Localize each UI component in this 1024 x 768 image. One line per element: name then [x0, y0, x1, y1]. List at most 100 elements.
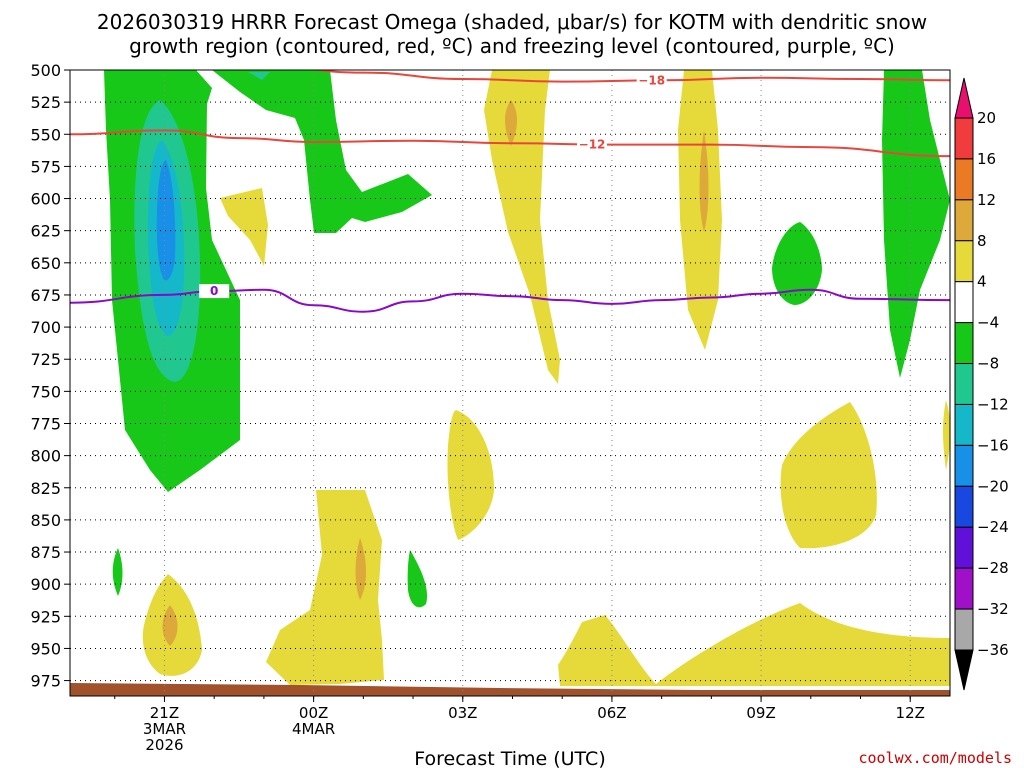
y-tick-label: 825	[30, 479, 61, 498]
omega-shading	[104, 70, 950, 686]
omega-region-yellow-08z	[678, 70, 722, 350]
omega-region-yellow-03z-low	[447, 410, 494, 540]
contour-label: −12	[579, 137, 606, 151]
y-tick-label: 975	[30, 672, 61, 691]
credit-text: coolwx.com/models	[858, 749, 1012, 767]
contour-line	[310, 70, 950, 83]
x-tick-label: 09Z	[746, 704, 775, 722]
colorbar-segment	[954, 485, 974, 528]
colorbar-label: −16	[977, 436, 1009, 454]
x-tick-label: 12Z	[896, 704, 925, 722]
omega-region-orange-04z	[504, 100, 518, 146]
x-tick-label: 06Z	[597, 704, 626, 722]
y-tick-label: 600	[30, 190, 61, 209]
colorbar-label: −24	[977, 518, 1009, 536]
omega-region-yellow-10z-low	[780, 402, 877, 549]
colorbar-label: 12	[977, 191, 996, 209]
colorbar-segment	[954, 322, 974, 365]
contour-labels: −18 −12 0	[199, 73, 667, 299]
omega-region-yellow-04z	[484, 70, 560, 384]
temperature-contours	[70, 70, 950, 313]
colorbar-label: −32	[977, 600, 1009, 618]
y-tick-label: 775	[30, 414, 61, 433]
y-tick-label: 800	[30, 447, 61, 466]
omega-region-yellow-1230z	[943, 400, 950, 470]
y-tick-label: 700	[30, 318, 61, 337]
x-axis-label: Forecast Time (UTC)	[414, 748, 605, 768]
omega-region-green-12z	[882, 70, 950, 378]
colorbar-label: 8	[977, 232, 987, 250]
contour-label: 0	[210, 284, 218, 298]
omega-region-blue-21z	[156, 160, 176, 281]
y-tick-label: 950	[30, 639, 61, 658]
omega-region-orange-08z	[699, 130, 709, 232]
plot-frame	[69, 69, 951, 697]
colorbar-segment	[954, 199, 974, 242]
colorbar-top-arrow	[954, 77, 974, 119]
colorbar-label: 20	[977, 109, 996, 127]
colorbar-label: −28	[977, 559, 1009, 577]
colorbar-label: −4	[977, 314, 999, 332]
contour-label-bg	[636, 73, 667, 88]
y-tick-label: 750	[30, 382, 61, 401]
x-tick-label: 4MAR	[292, 720, 335, 738]
ground-surface	[70, 683, 950, 696]
contour-label: −18	[638, 73, 665, 87]
plot-area: −18 −12 0	[69, 69, 951, 697]
colorbar-label: −36	[977, 641, 1009, 659]
chart-title-line-1: 2026030319 HRRR Forecast Omega (shaded, …	[97, 10, 927, 34]
y-tick-label: 675	[30, 286, 61, 305]
x-tick-label: 03Z	[448, 704, 477, 722]
colorbar-segment	[954, 281, 974, 324]
colorbar-segment	[954, 608, 974, 651]
colorbar-segment	[954, 526, 974, 569]
colorbar-label: 16	[977, 150, 996, 168]
x-tick-label: 00Z	[299, 704, 328, 722]
colorbar-segment	[954, 240, 974, 283]
omega-region-orange-21z-low	[162, 605, 178, 646]
y-tick-label: 625	[30, 222, 61, 241]
omega-region-green-small-b	[407, 550, 428, 608]
colorbar-label: 4	[977, 273, 987, 291]
contour-line	[70, 288, 950, 313]
colorbar: 20 16 12 8 4 −4 −8 −12 −16 −20 −24 −28 −32 −36	[954, 77, 1009, 691]
colorbar-segment	[954, 403, 974, 446]
y-tick-label: 575	[30, 157, 61, 176]
omega-region-yellow-00z-low	[266, 490, 384, 685]
contour-label-bg	[199, 284, 230, 299]
colorbar-bottom-arrow	[954, 649, 974, 691]
y-tick-label: 725	[30, 350, 61, 369]
y-axis: 500 525 550 575 600 625 650 675 700 725 750 775 800 8…	[30, 61, 70, 691]
y-tick-label: 525	[30, 93, 61, 112]
colorbar-label: −12	[977, 395, 1009, 413]
y-tick-label: 900	[30, 575, 61, 594]
colorbar-segment	[954, 158, 974, 201]
colorbar-segment	[954, 567, 974, 610]
colorbar-segment	[954, 363, 974, 405]
omega-region-green-00z	[212, 70, 432, 233]
colorbar-label: −20	[977, 477, 1009, 495]
y-tick-label: 925	[30, 607, 61, 626]
x-tick-label: 2026	[145, 736, 183, 754]
y-tick-label: 875	[30, 543, 61, 562]
contour-line	[70, 129, 950, 158]
omega-region-teal-00z	[248, 72, 270, 80]
x-tick-label: 3MAR	[143, 720, 186, 738]
chart-title-line-2: growth region (contoured, red, ºC) and f…	[129, 34, 895, 58]
omega-region-yellow-low-band	[558, 603, 950, 686]
omega-region-green-10z	[772, 222, 822, 305]
y-tick-label: 650	[30, 254, 61, 273]
colorbar-segment	[954, 444, 974, 487]
contour-label-bg	[577, 137, 608, 152]
omega-region-yellow-22z	[220, 188, 268, 266]
colorbar-label: −8	[977, 355, 999, 373]
omega-region-orange-00z-low	[355, 538, 366, 600]
grid	[70, 69, 950, 696]
y-tick-label: 850	[30, 511, 61, 530]
y-tick-label: 550	[30, 125, 61, 144]
x-tick-label: 21Z	[150, 704, 179, 722]
y-tick-label: 500	[30, 61, 61, 80]
colorbar-segment	[954, 117, 974, 160]
